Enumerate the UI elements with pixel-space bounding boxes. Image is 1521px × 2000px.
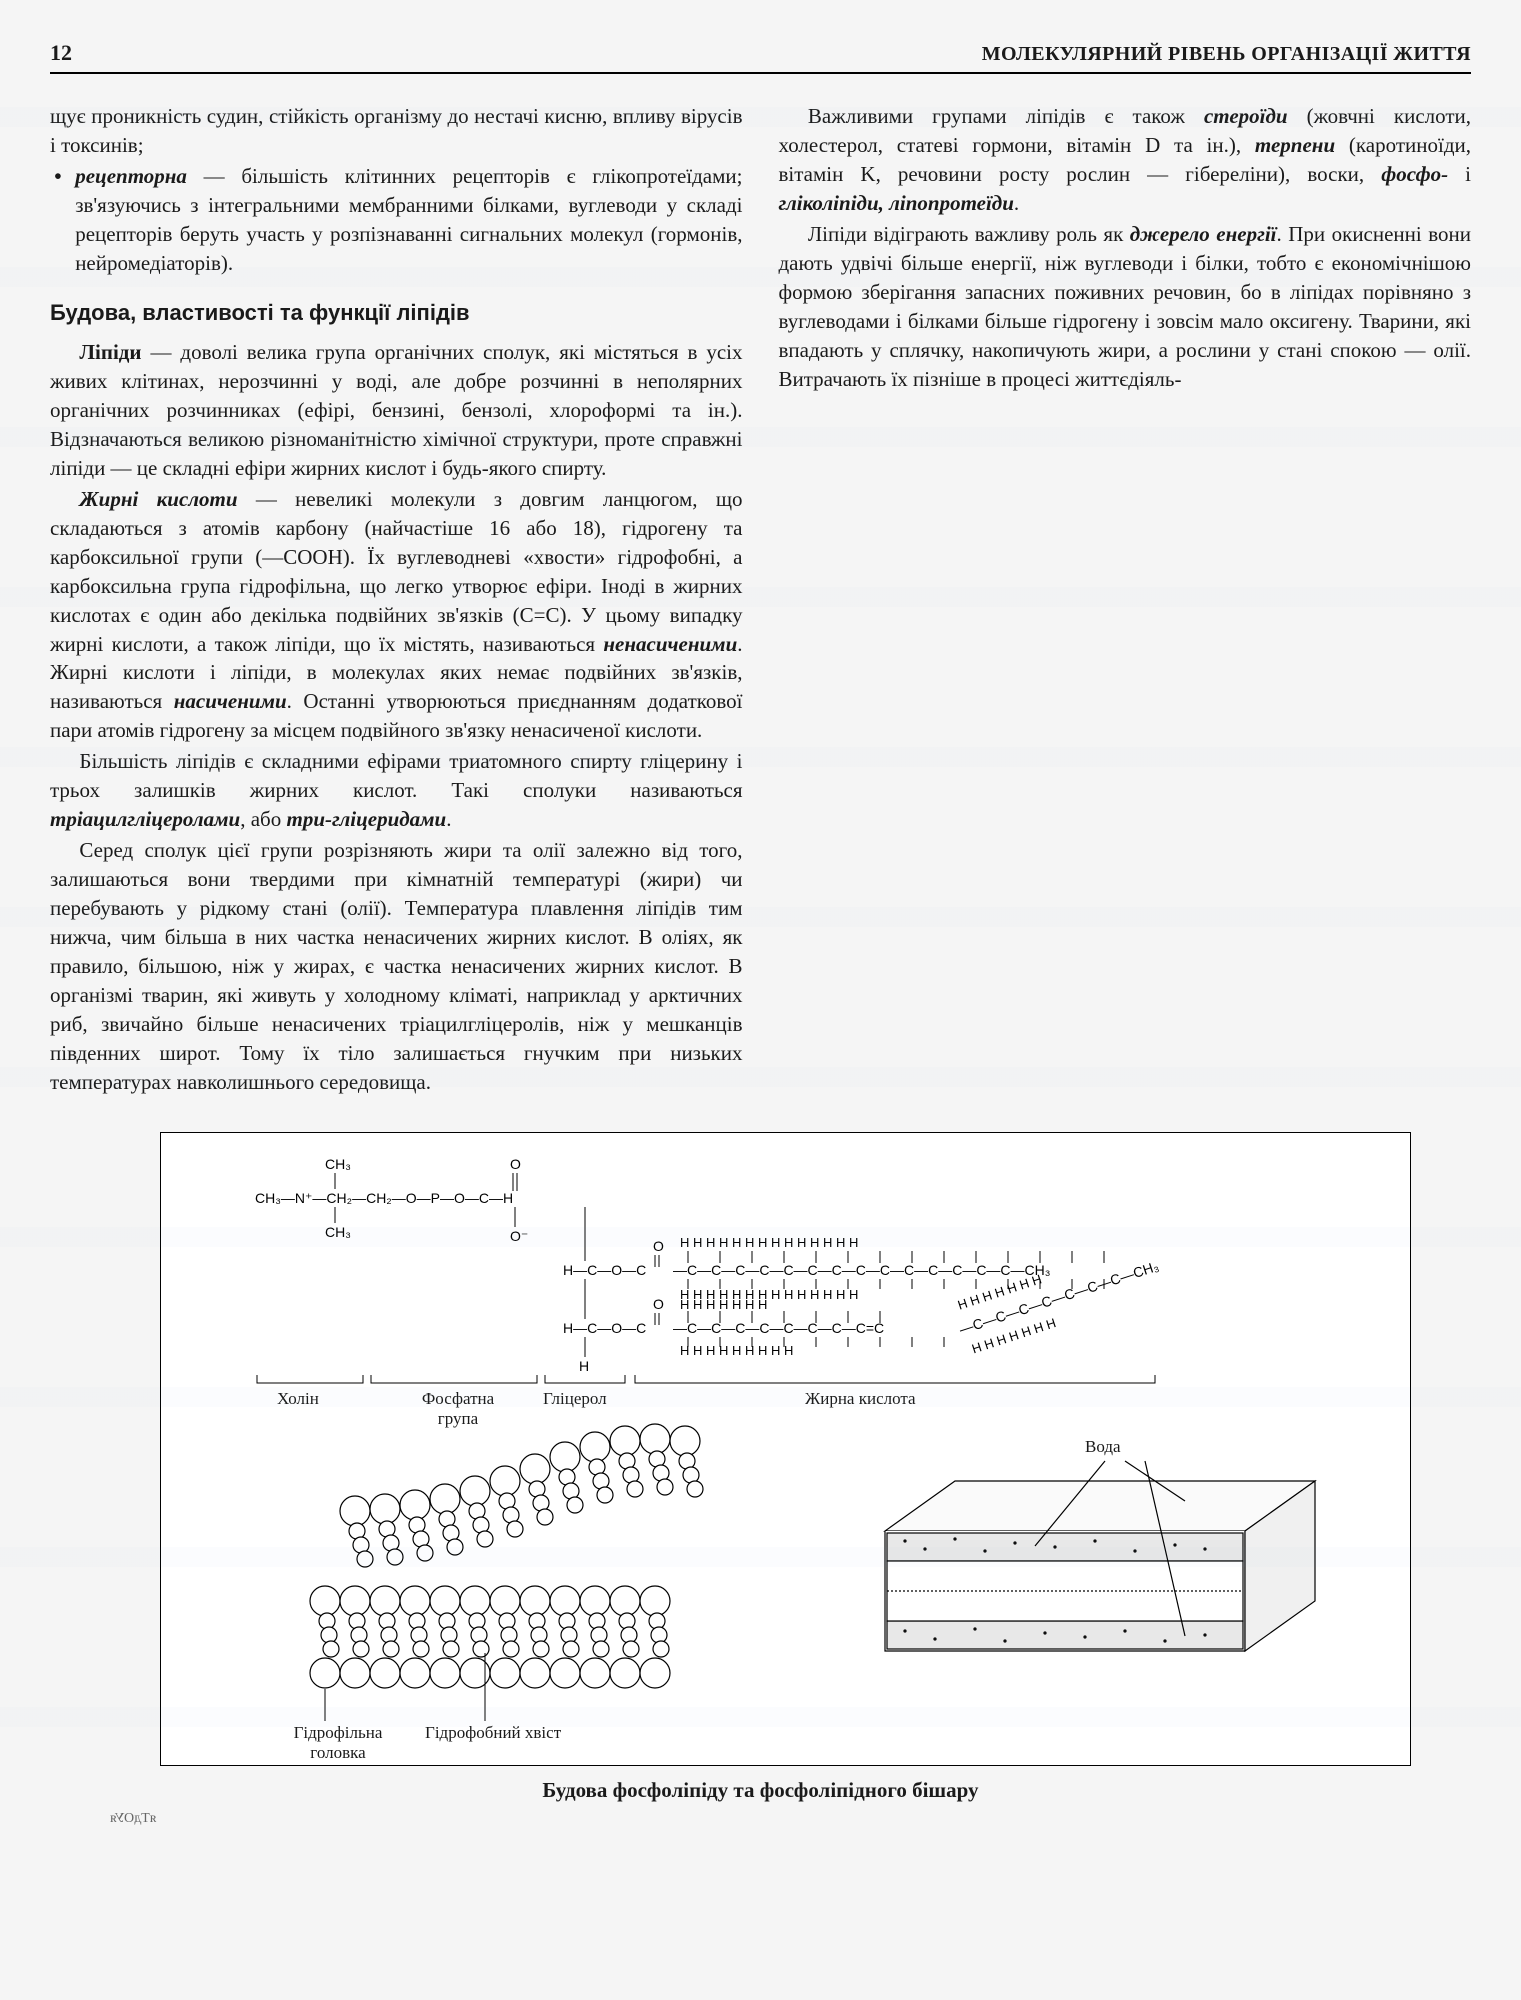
label-fatty-acid: Жирна кислота bbox=[805, 1389, 916, 1409]
paragraph-fats-oils: Серед сполук цієї групи розрізняють жири… bbox=[50, 836, 743, 1097]
text: — доволі велика група органічних сполук,… bbox=[50, 340, 743, 480]
label-water: Вода bbox=[1085, 1437, 1121, 1457]
atom-h: H H H H H H H H H H H H H H bbox=[680, 1235, 858, 1250]
paragraph-lipid-groups: Важливими групами ліпідів є також стерої… bbox=[779, 102, 1472, 218]
term-lipids: Ліпіди bbox=[79, 340, 141, 364]
text: . bbox=[446, 807, 451, 831]
atom-label: CH₃ bbox=[325, 1224, 351, 1240]
page-number: 12 bbox=[50, 40, 72, 66]
phospholipid-circles bbox=[310, 1424, 703, 1688]
fatty-chain-2: H H H H H H H —C—C—C—C—C—C—C—C=C H H H H… bbox=[673, 1236, 1167, 1359]
atom-label: H—C—O—C bbox=[563, 1262, 646, 1278]
body-text: щує проникність судин, стійкість організ… bbox=[50, 102, 1471, 1112]
text: — невеликі молекули з довгим ланцюгом, щ… bbox=[50, 487, 743, 656]
atom-c-chain: —C—C—C—C—C—C—C—C—C—C—C—C—C—C—CH₃ bbox=[673, 1262, 1050, 1278]
chapter-title: МОЛЕКУЛЯРНИЙ РІВЕНЬ ОРГАНІЗАЦІЇ ЖИТТЯ bbox=[982, 43, 1471, 66]
paragraph-continuation: щує проникність судин, стійкість організ… bbox=[50, 102, 743, 160]
figure-container: CH₃ CH₃—N⁺—CH₂—CH₂—O—P—O—C—H CH₃ O O⁻ H—… bbox=[50, 1132, 1471, 1827]
text: . При окисненні вони дають удвічі більше… bbox=[779, 222, 1472, 391]
bilayer-3d-block bbox=[885, 1461, 1315, 1651]
atom-label: O bbox=[510, 1156, 521, 1172]
atom-label: CH₃ bbox=[325, 1156, 351, 1172]
atom-label: H bbox=[579, 1358, 589, 1374]
text: . bbox=[1014, 191, 1019, 215]
fatty-chain-1: H H H H H H H H H H H H H H —C—C—C—C—C—C… bbox=[673, 1235, 1104, 1302]
paragraph-lipids-def: Ліпіди — доволі велика група органічних … bbox=[50, 338, 743, 483]
term-glycolipids: гліколіпіди, ліпопротеїди bbox=[779, 191, 1014, 215]
term-steroids: стероїди bbox=[1204, 104, 1288, 128]
bilayer-diagram: Вода Гідрофільна головка Гідрофобний хві… bbox=[185, 1421, 1386, 1751]
phospholipid-figure: CH₃ CH₃—N⁺—CH₂—CH₂—O—P—O—C—H CH₃ O O⁻ H—… bbox=[160, 1132, 1411, 1766]
atom-label: H—C—O—C bbox=[563, 1320, 646, 1336]
term-saturated: насиченими bbox=[174, 689, 287, 713]
text: , або bbox=[240, 807, 286, 831]
term-terpenes: терпени bbox=[1255, 133, 1335, 157]
text: Більшість ліпідів є складними ефірами тр… bbox=[50, 749, 743, 802]
term-fatty-acids: Жирні кислоти bbox=[79, 487, 237, 511]
atom-c-chain: —C—C—C—C—C—C—C—C=C bbox=[673, 1320, 884, 1336]
chemical-structure-diagram: CH₃ CH₃—N⁺—CH₂—CH₂—O—P—O—C—H CH₃ O O⁻ H—… bbox=[185, 1151, 1386, 1411]
paragraph-fatty-acids: Жирні кислоти — невеликі молекули з довг… bbox=[50, 485, 743, 746]
term-phospho: фосфо- bbox=[1381, 162, 1448, 186]
paragraph-energy-source: Ліпіди відіграють важливу роль як джерел… bbox=[779, 220, 1472, 394]
label-hydrophilic-head: Гідрофільна головка bbox=[273, 1723, 403, 1763]
page-header: 12 МОЛЕКУЛЯРНИЙ РІВЕНЬ ОРГАНІЗАЦІЇ ЖИТТЯ bbox=[50, 40, 1471, 74]
term-triglycerides: три-гліцеридами bbox=[286, 807, 446, 831]
atom-label: O⁻ bbox=[510, 1228, 528, 1244]
term-receptor: рецепторна bbox=[75, 164, 187, 188]
text: і bbox=[1448, 162, 1471, 186]
term-energy-source: джерело енергії bbox=[1130, 222, 1277, 246]
atom-label: O bbox=[653, 1296, 664, 1312]
section-heading-lipids: Будова, властивості та функції ліпідів bbox=[50, 300, 743, 326]
atom-label: O bbox=[653, 1238, 664, 1254]
bilayer-svg bbox=[185, 1421, 1365, 1751]
label-choline: Холін bbox=[277, 1389, 319, 1409]
chem-structure-svg: CH₃ CH₃—N⁺—CH₂—CH₂—O—P—O—C—H CH₃ O O⁻ H—… bbox=[185, 1151, 1365, 1411]
term-triacylglycerols: тріацилгліцеролами bbox=[50, 807, 240, 831]
bullet-receptor: рецепторна — більшість клітинних рецепто… bbox=[50, 162, 743, 278]
bottom-marker: яТдОУя bbox=[110, 1811, 156, 1827]
atom-label: CH₃—N⁺—CH₂—CH₂—O—P—O—C—H bbox=[255, 1190, 513, 1206]
paragraph-triglycerides: Більшість ліпідів є складними ефірами тр… bbox=[50, 747, 743, 834]
figure-caption: Будова фосфоліпіду та фосфоліпідного біш… bbox=[50, 1778, 1471, 1803]
label-glycerol: Гліцерол bbox=[543, 1389, 607, 1409]
text: Важливими групами ліпідів є також bbox=[808, 104, 1204, 128]
label-hydrophobic-tail: Гідрофобний хвіст bbox=[425, 1723, 561, 1743]
term-unsaturated: ненасиченими bbox=[603, 632, 737, 656]
atom-h: H H H H H H H H H bbox=[680, 1343, 793, 1358]
text: Ліпіди відіграють важливу роль як bbox=[808, 222, 1130, 246]
atom-h: H H H H H H H bbox=[680, 1297, 767, 1312]
